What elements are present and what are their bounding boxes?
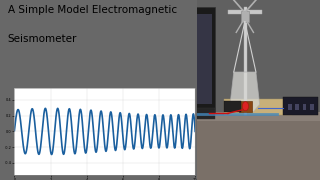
Text: A Simple Model Electromagnetic: A Simple Model Electromagnetic (8, 5, 177, 15)
Polygon shape (230, 72, 260, 112)
Bar (194, 14, 212, 104)
Bar (244, 7, 247, 115)
Bar (224, 101, 241, 112)
Bar (283, 97, 317, 115)
Circle shape (242, 102, 249, 111)
Bar (228, 10, 262, 14)
Bar (239, 101, 252, 112)
Bar (303, 104, 307, 110)
Bar (191, 7, 215, 112)
Bar (197, 112, 320, 121)
Bar (191, 108, 215, 119)
Bar (197, 0, 320, 117)
Bar (310, 104, 314, 110)
Bar (224, 99, 292, 115)
Bar (288, 104, 292, 110)
Bar (295, 104, 299, 110)
Bar (241, 11, 249, 22)
Bar (197, 113, 320, 180)
Text: Seismometer: Seismometer (8, 34, 77, 44)
